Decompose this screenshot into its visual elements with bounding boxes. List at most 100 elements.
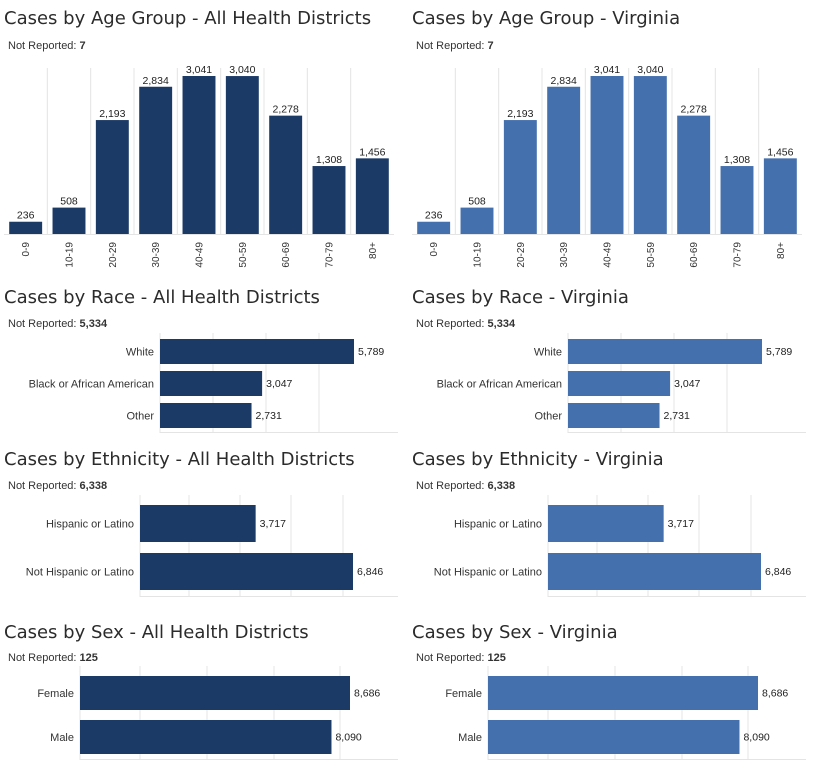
- x-tick-label: 10-19: [65, 242, 76, 268]
- sex-chart-virginia: 8,686 Female 8,090 Male: [445, 666, 806, 760]
- chart-panel-age-all: Cases by Age Group - All Health District…: [0, 8, 396, 278]
- bar: [140, 505, 256, 542]
- chart-title: Cases by Sex - All Health Districts: [4, 622, 309, 643]
- race-chart-all-districts: 5,789 White 3,047 Black or African American…: [29, 333, 398, 433]
- bar: [548, 505, 664, 542]
- ethnicity-chart-all-districts: 3,717 Hispanic or Latino 6,846 Not Hispanic…: [26, 495, 398, 597]
- not-reported-note: Not Reported: 7: [416, 40, 494, 52]
- category-label: Female: [37, 688, 74, 700]
- category-label: Hispanic or Latino: [454, 518, 542, 530]
- data-label: 8,090: [335, 732, 361, 744]
- data-label: 3,047: [266, 378, 292, 390]
- not-reported-value: 7: [487, 40, 494, 52]
- bar: [160, 339, 354, 364]
- not-reported-value: 6,338: [79, 480, 108, 492]
- bar: [547, 86, 581, 235]
- chart-title: Cases by Age Group - Virginia: [412, 8, 681, 29]
- bar: [312, 166, 346, 234]
- bar: [95, 120, 129, 234]
- not-reported-label: Not Reported:: [416, 40, 485, 52]
- category-label: Not Hispanic or Latino: [434, 566, 542, 578]
- not-reported-label: Not Reported:: [8, 318, 77, 330]
- chart-title: Cases by Ethnicity - All Health District…: [4, 449, 355, 470]
- data-label: 8,686: [762, 688, 788, 700]
- data-label: 6,846: [357, 566, 383, 578]
- data-label: 508: [468, 196, 486, 208]
- bar: [568, 403, 660, 428]
- data-label: 236: [425, 210, 443, 222]
- chart-title: Cases by Sex - Virginia: [412, 622, 618, 643]
- x-tick-label: 30-39: [559, 242, 570, 268]
- x-tick-label: 80+: [368, 242, 379, 259]
- data-label: 1,456: [767, 146, 793, 158]
- x-tick-label: 70-79: [325, 242, 336, 268]
- bar: [417, 221, 451, 234]
- bar: [568, 371, 671, 396]
- chart-title: Cases by Race - Virginia: [412, 287, 629, 308]
- data-label: 6,846: [765, 566, 791, 578]
- x-tick-label: 70-79: [733, 242, 744, 268]
- data-label: 8,090: [743, 732, 769, 744]
- x-tick-label: 60-69: [281, 242, 292, 268]
- data-label: 508: [60, 196, 78, 208]
- bar: [182, 76, 216, 234]
- not-reported-value: 5,334: [487, 318, 516, 330]
- data-label: 3,717: [260, 518, 286, 530]
- data-label: 3,040: [229, 64, 255, 76]
- not-reported-label: Not Reported:: [8, 40, 77, 52]
- data-label: 3,041: [186, 64, 212, 76]
- bar: [160, 403, 252, 428]
- x-tick-label: 40-49: [603, 242, 614, 268]
- bar: [140, 553, 353, 590]
- not-reported-note: Not Reported: 6,338: [416, 480, 515, 492]
- bar: [720, 166, 754, 234]
- data-label: 3,717: [668, 518, 694, 530]
- bar: [225, 76, 259, 234]
- data-label: 2,731: [256, 410, 282, 422]
- chart-panel-eth-va: Cases by Ethnicity - Virginia Not Report…: [408, 449, 806, 599]
- not-reported-note: Not Reported: 5,334: [416, 318, 515, 330]
- not-reported-note: Not Reported: 5,334: [8, 318, 107, 330]
- category-label: Not Hispanic or Latino: [26, 566, 134, 578]
- race-chart-virginia: 5,789 White 3,047 Black or African American…: [437, 333, 806, 433]
- x-tick-label: 80+: [776, 242, 787, 259]
- data-label: 2,193: [99, 108, 125, 120]
- bar: [488, 720, 740, 754]
- x-tick-label: 40-49: [195, 242, 206, 268]
- not-reported-value: 5,334: [79, 318, 108, 330]
- bar: [488, 676, 758, 710]
- bar: [503, 120, 537, 234]
- bar: [548, 553, 761, 590]
- sex-chart-all-districts: 8,686 Female 8,090 Male: [37, 666, 398, 760]
- data-label: 1,308: [316, 154, 342, 166]
- data-label: 1,308: [724, 154, 750, 166]
- not-reported-value: 6,338: [487, 480, 516, 492]
- data-label: 1,456: [359, 146, 385, 158]
- bar: [633, 76, 667, 234]
- x-tick-label: 20-29: [108, 242, 119, 268]
- bar: [355, 158, 389, 234]
- data-label: 5,789: [358, 346, 384, 358]
- chart-title: Cases by Race - All Health Districts: [4, 287, 320, 308]
- category-label: Hispanic or Latino: [46, 518, 134, 530]
- x-tick-label: 30-39: [151, 242, 162, 268]
- age-group-chart-all-districts: 236 0-9 508 10-19 2,193 20-29 2,834 30-39 3,041 4…: [4, 64, 394, 268]
- chart-panel-age-va: Cases by Age Group - Virginia Not Report…: [408, 8, 804, 278]
- bar: [139, 86, 173, 235]
- data-label: 2,278: [681, 104, 707, 116]
- not-reported-label: Not Reported:: [416, 652, 485, 664]
- not-reported-value: 125: [79, 652, 98, 664]
- chart-panel-sex-va: Cases by Sex - Virginia Not Reported: 12…: [408, 622, 806, 762]
- chart-title: Cases by Ethnicity - Virginia: [412, 449, 664, 470]
- not-reported-note: Not Reported: 7: [8, 40, 86, 52]
- not-reported-note: Not Reported: 6,338: [8, 480, 107, 492]
- data-label: 8,686: [354, 688, 380, 700]
- data-label: 2,731: [664, 410, 690, 422]
- not-reported-label: Not Reported:: [8, 652, 77, 664]
- data-label: 2,193: [507, 108, 533, 120]
- ethnicity-chart-virginia: 3,717 Hispanic or Latino 6,846 Not Hispanic…: [434, 495, 806, 597]
- bar: [460, 207, 494, 234]
- x-tick-label: 0-9: [429, 242, 440, 257]
- x-tick-label: 60-69: [689, 242, 700, 268]
- chart-panel-race-all: Cases by Race - All Health Districts Not…: [0, 287, 398, 437]
